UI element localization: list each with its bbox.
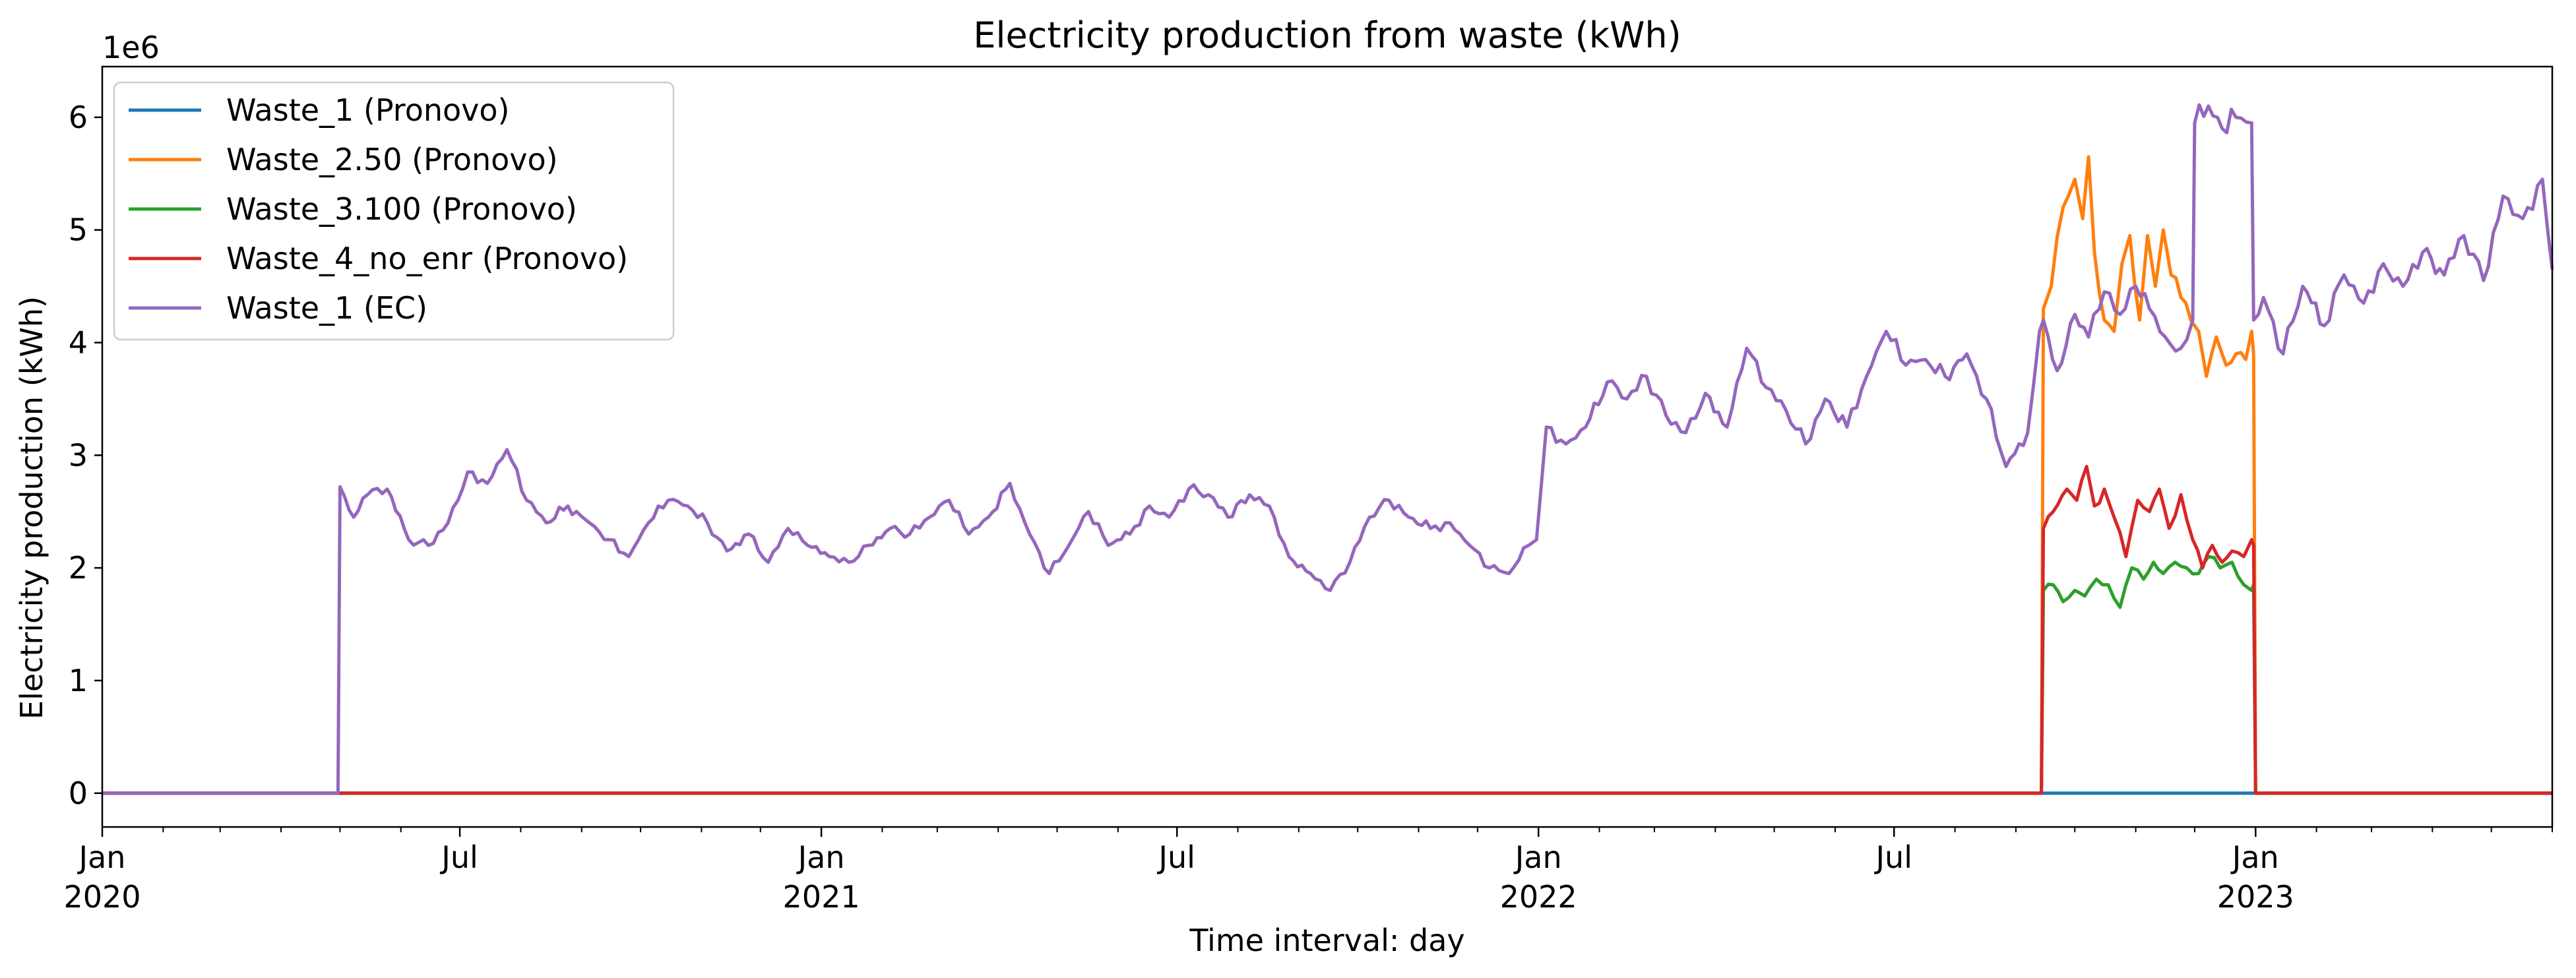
x-tick-label: Jan (1513, 840, 1562, 875)
series-line (102, 464, 2552, 795)
legend: Waste_1 (Pronovo) Waste_2.50 (Pronovo) W… (113, 81, 675, 341)
y-tick-label: 3 (69, 437, 88, 473)
y-tick-label: 6 (69, 100, 88, 135)
x-tick-label: Jan (2230, 840, 2279, 875)
y-tick-label: 1 (69, 663, 88, 698)
series-line (102, 103, 2554, 795)
x-tick-year-label: 2021 (783, 879, 860, 915)
y-tick-label: 4 (69, 324, 88, 360)
x-axis-ticks: Jan 2020 Jul Jan 2021 Jul Jan 2022 Jul Jan 2023 (63, 827, 2553, 915)
y-offset-label: 1e6 (102, 30, 160, 65)
x-tick-label: Jul (1156, 840, 1195, 875)
legend-label: Waste_2.50 (Pronovo) (226, 142, 558, 177)
legend-label: Waste_3.100 (Pronovo) (226, 191, 577, 227)
x-tick-label: Jul (1873, 840, 1912, 875)
series-line (102, 155, 2552, 795)
y-tick-label: 0 (69, 776, 88, 811)
legend-label: Waste_4_no_enr (Pronovo) (226, 241, 628, 276)
legend-entry: Waste_4_no_enr (Pronovo) (129, 241, 628, 276)
legend-entry: Waste_1 (EC) (129, 290, 427, 326)
legend-entry: Waste_2.50 (Pronovo) (129, 142, 558, 177)
chart-title: Electricity production from waste (kWh) (973, 15, 1681, 56)
legend-label: Waste_1 (EC) (226, 290, 427, 326)
legend-frame (113, 81, 675, 341)
series-line (102, 555, 2552, 795)
y-axis-label: Electricity production (kWh) (14, 296, 49, 719)
legend-entry: Waste_1 (Pronovo) (129, 92, 509, 128)
y-axis-ticks: 0 1 2 3 4 5 6 (69, 100, 102, 811)
y-tick-label: 2 (69, 550, 88, 586)
x-tick-label: Jul (439, 840, 478, 875)
x-tick-year-label: 2022 (1500, 879, 1577, 915)
x-tick-label: Jan (796, 840, 845, 875)
x-tick-label: Jan (77, 840, 126, 875)
legend-entry: Waste_3.100 (Pronovo) (129, 191, 577, 227)
x-axis-label: Time interval: day (1189, 923, 1464, 958)
plot-frame (101, 65, 2554, 828)
y-tick-label: 5 (69, 212, 88, 248)
x-tick-year-label: 2020 (63, 879, 141, 915)
series-layer (102, 103, 2554, 795)
legend-label: Waste_1 (Pronovo) (226, 92, 509, 128)
x-tick-year-label: 2023 (2217, 879, 2294, 915)
